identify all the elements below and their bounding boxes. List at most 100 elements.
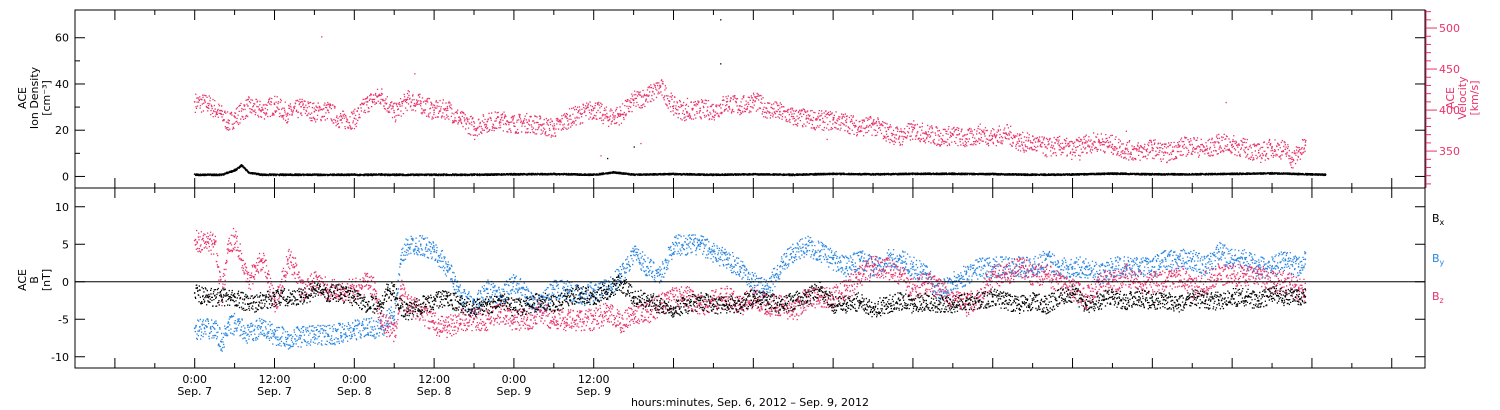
bx-point [646, 299, 648, 302]
bz-point [1231, 273, 1233, 276]
bz-point [539, 310, 542, 313]
bz-point [1124, 273, 1127, 276]
bz-point [267, 273, 269, 276]
by-point [260, 325, 263, 328]
bz-point [832, 295, 834, 298]
bx-point [526, 303, 529, 306]
by-point [779, 265, 781, 268]
bx-point [991, 295, 994, 298]
bz-point [499, 310, 502, 313]
bz-point [486, 318, 489, 321]
bx-point [1031, 299, 1034, 302]
time-tick-date: Sep. 9 [576, 385, 611, 398]
velocity-point [340, 119, 342, 121]
by-point [1231, 258, 1233, 261]
density-point [1151, 172, 1154, 175]
bx-point [951, 303, 954, 306]
time-tick-date: Sep. 9 [497, 385, 532, 398]
velocity-point [1151, 146, 1154, 149]
density-point [1031, 173, 1034, 176]
by-point [739, 265, 741, 268]
b-axis-label-line2: B [28, 276, 41, 284]
velocity-point [1045, 146, 1047, 148]
bz-point [685, 295, 688, 298]
by-point [1111, 265, 1114, 268]
bx-point [832, 303, 834, 306]
by-point [1284, 258, 1287, 261]
magnetic-field-data-marks [193, 227, 1307, 352]
velocity-point [247, 105, 249, 107]
velocity-point [1018, 140, 1021, 143]
density-point [1071, 173, 1074, 175]
density-point [220, 173, 223, 176]
bx-point [885, 303, 888, 306]
x-axis-title: hours:minutes, Sep. 6, 2012 – Sep. 9, 20… [631, 396, 869, 409]
velocity-outlier [1079, 159, 1081, 161]
velocity-axis-label: ACE Velocity [km/s] [1444, 76, 1481, 120]
bz-point [1191, 288, 1194, 291]
velocity-point [925, 132, 928, 134]
b-tick-label: -5 [58, 313, 69, 326]
density-point [513, 172, 515, 175]
bx-point [712, 303, 715, 306]
bz-point [818, 295, 821, 298]
velocity-axis-label-line3: [km/s] [1468, 80, 1481, 115]
velocity-point [220, 113, 223, 116]
velocity-point [725, 101, 728, 103]
bx-point [406, 310, 409, 313]
velocity-point [486, 120, 489, 123]
time-tick-label: 0:00 [342, 373, 367, 386]
velocity-point [951, 133, 954, 136]
bz-point [459, 318, 462, 321]
plasma-data-marks [193, 19, 1327, 177]
velocity-point [752, 99, 755, 102]
velocity-tick-label: 350 [1439, 145, 1460, 158]
bz-point [293, 265, 296, 268]
by-point [1297, 265, 1300, 268]
bx-point [1071, 292, 1074, 294]
velocity-outlier [414, 73, 416, 75]
by-point [1191, 258, 1194, 261]
bz-point [213, 243, 216, 246]
by-point [326, 333, 329, 336]
density-axis-label-line1: ACE [16, 87, 29, 109]
velocity-outlier [919, 126, 921, 128]
density-tick-label: 20 [55, 124, 69, 137]
bx-point [1204, 299, 1207, 302]
velocity-point [1111, 143, 1114, 146]
density-point [612, 170, 615, 173]
velocity-point [632, 99, 635, 102]
bx-point [207, 295, 209, 298]
by-point [699, 243, 701, 246]
by-point [233, 322, 236, 324]
bx-point [1138, 295, 1140, 298]
velocity-point [433, 109, 435, 111]
velocity-point [326, 109, 329, 111]
velocity-point [260, 109, 263, 111]
bx-point [400, 307, 402, 309]
velocity-tick-label: 450 [1439, 63, 1460, 76]
by-marks [194, 234, 1307, 352]
density-axis-ticks: 0 20 40 60 [55, 32, 1425, 183]
bx-point [513, 307, 515, 309]
velocity-marks [194, 79, 1307, 169]
velocity-point [499, 119, 502, 121]
bz-point [340, 288, 342, 291]
bx-point [1284, 295, 1287, 298]
bz-point [526, 318, 529, 321]
density-point [353, 173, 356, 176]
velocity-axis-ticks: 350 400 450 500 [1425, 10, 1460, 188]
bz-point [227, 243, 229, 246]
by-point [1138, 265, 1140, 268]
by-point [978, 265, 981, 268]
bz-point [1244, 273, 1247, 276]
density-spike [380, 173, 383, 175]
velocity-point [566, 117, 568, 120]
bx-point [699, 299, 701, 302]
velocity-axis-label-line1: ACE [1444, 87, 1457, 109]
density-point [193, 173, 196, 176]
density-point [1297, 172, 1300, 175]
velocity-outlier [1125, 130, 1127, 132]
bx-point [725, 303, 728, 306]
bz-point [898, 273, 901, 276]
